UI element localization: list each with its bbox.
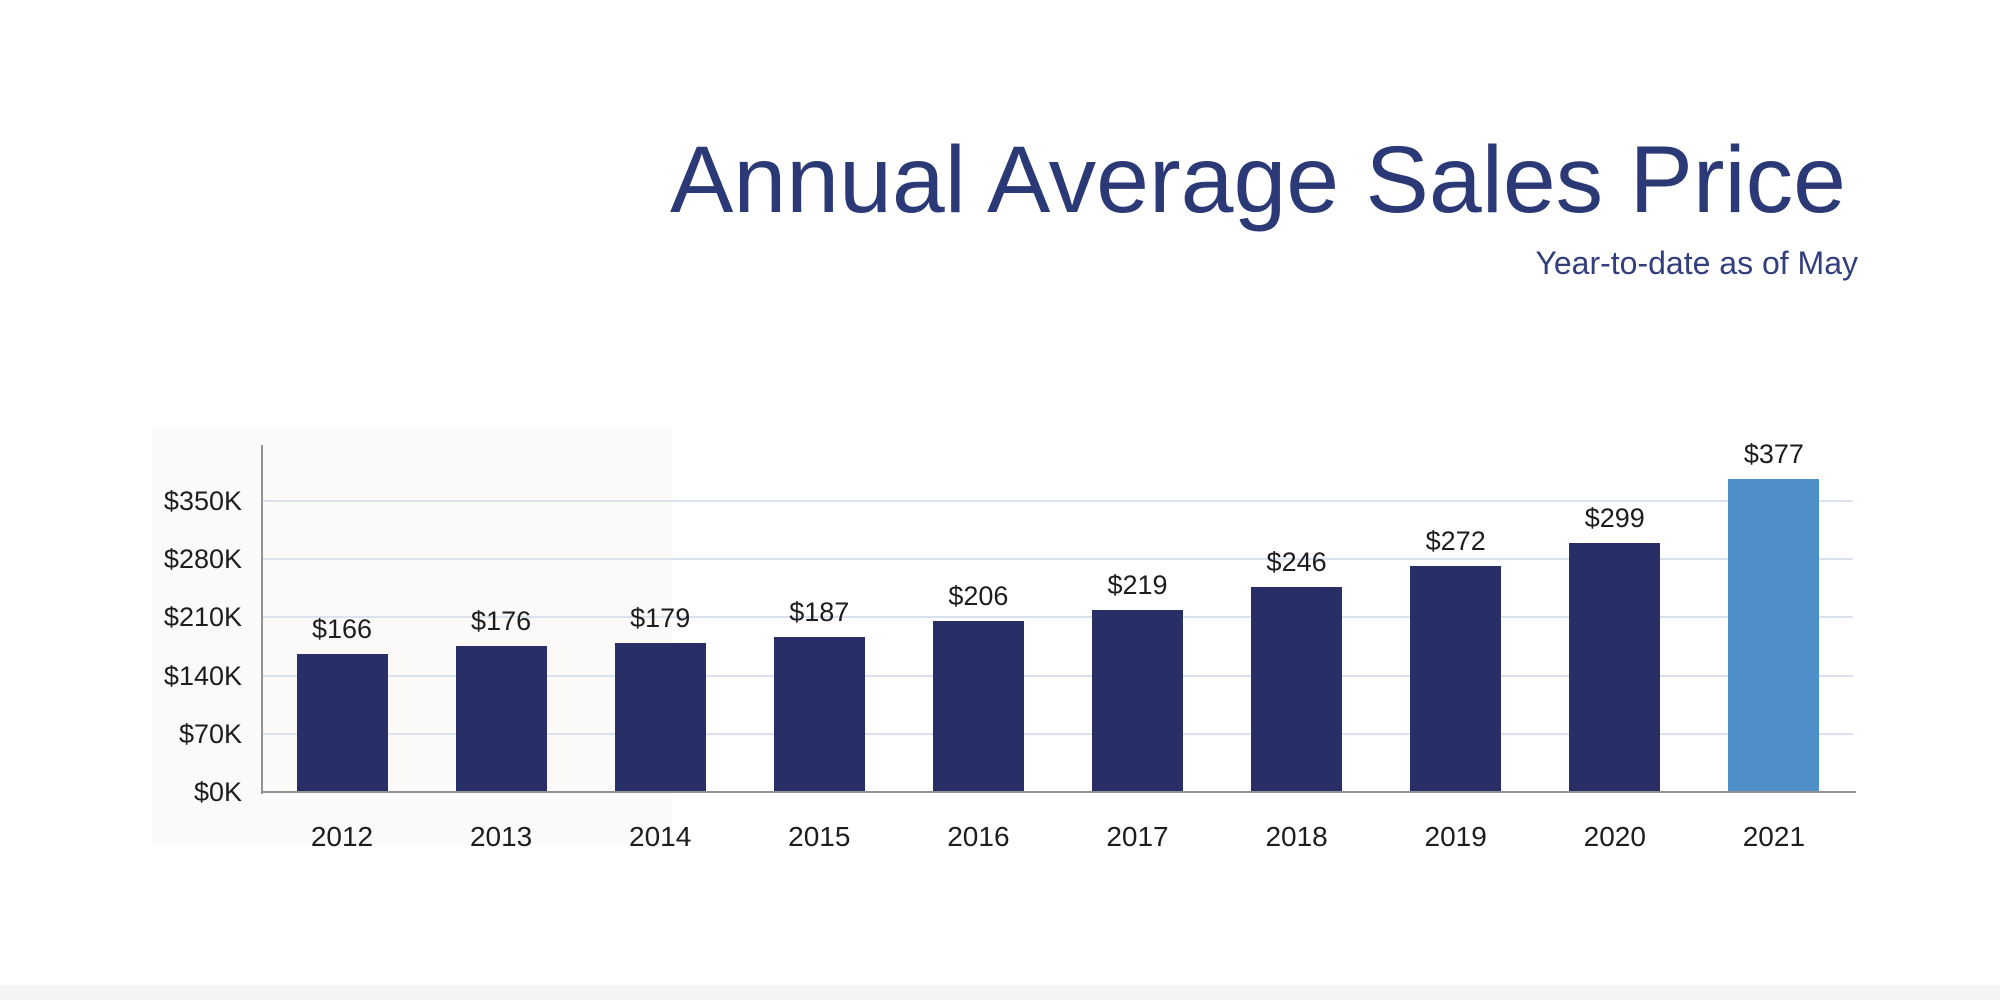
bar-2013 — [455, 645, 547, 792]
gridline-$210K — [263, 616, 1853, 619]
bar-value-label-2014: $179 — [630, 603, 691, 634]
gridline-$280K — [263, 558, 1853, 561]
x-tick-label-2013: 2013 — [469, 821, 533, 852]
x-tick-label-2020: 2020 — [1583, 821, 1646, 852]
x-tick-label-2021: 2021 — [1742, 821, 1806, 852]
bar-2014 — [614, 643, 706, 792]
y-tick-label-5: $350K — [163, 486, 242, 516]
chart-subtitle: Year-to-date as of May — [1535, 245, 1858, 281]
x-tick-label-2014: 2014 — [629, 821, 692, 852]
y-axis-line — [261, 445, 263, 794]
bar-value-label-2018: $246 — [1266, 547, 1327, 578]
bar-value-label-2013: $176 — [471, 605, 532, 636]
x-axis-line — [261, 791, 1856, 793]
y-tick-label-2: $140K — [163, 660, 242, 691]
bar-2016 — [932, 620, 1024, 792]
x-tick-label-2019: 2019 — [1424, 821, 1487, 852]
y-tick-label-0: $0K — [193, 777, 242, 807]
chart-title: Annual Average Sales Price — [670, 127, 1846, 233]
bar-2019 — [1410, 565, 1502, 792]
x-tick-label-2012: 2012 — [310, 821, 374, 852]
bar-value-label-2019: $272 — [1425, 525, 1486, 556]
bar-value-label-2017: $219 — [1107, 569, 1168, 600]
bar-2021 — [1728, 478, 1820, 792]
bar-2020 — [1569, 543, 1661, 792]
bar-2012 — [296, 653, 388, 792]
x-tick-label-2015: 2015 — [788, 821, 851, 852]
gridline-$140K — [263, 674, 1853, 677]
gridline-$350K — [263, 500, 1853, 502]
bar-value-label-2021: $377 — [1743, 438, 1804, 469]
background-panel — [152, 427, 672, 845]
bottom-edge-strip — [0, 985, 2000, 1000]
bar-value-label-2016: $206 — [948, 580, 1009, 611]
x-tick-label-2017: 2017 — [1106, 821, 1169, 852]
y-tick-label-4: $280K — [163, 544, 242, 575]
bar-2018 — [1251, 587, 1343, 792]
bar-value-label-2015: $187 — [789, 596, 850, 627]
x-tick-label-2016: 2016 — [947, 821, 1010, 852]
x-tick-label-2018: 2018 — [1265, 821, 1328, 852]
bar-2017 — [1092, 609, 1183, 792]
bar-value-label-2020: $299 — [1584, 503, 1645, 534]
bar-value-label-2012: $166 — [311, 613, 373, 644]
bar-2015 — [773, 636, 865, 792]
gridline-$70K — [263, 732, 1853, 735]
y-tick-label-1: $70K — [178, 718, 242, 749]
y-tick-label-3: $210K — [163, 602, 242, 633]
